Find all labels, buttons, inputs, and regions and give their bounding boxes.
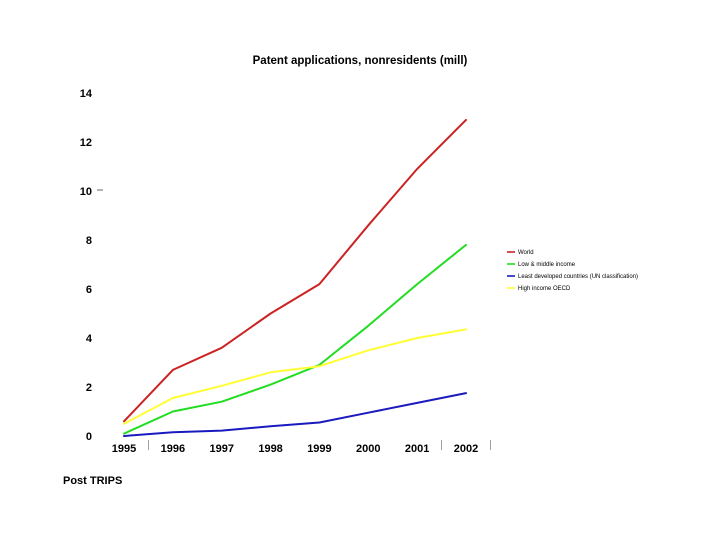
legend-label: High income OECD <box>518 286 571 292</box>
x-tick-label: 2002 <box>454 443 478 455</box>
legend-label: World <box>518 250 534 256</box>
chart-title: Patent applications, nonresidents (mill) <box>253 55 468 67</box>
x-tick-label: 1996 <box>161 443 185 455</box>
y-tick-label: 0 <box>86 431 92 443</box>
x-tick-label: 1997 <box>209 443 233 455</box>
post-trips-annotation: Post TRIPS <box>63 475 122 487</box>
x-tick-label: 2001 <box>405 443 429 455</box>
y-tick-label: 6 <box>86 284 92 296</box>
series-line <box>123 392 467 437</box>
x-axis-tick-marks <box>148 440 491 450</box>
y-tick-label: 4 <box>86 333 93 345</box>
y-tick-label: 12 <box>80 137 92 149</box>
series-lines <box>123 118 467 437</box>
x-tick-label: 2000 <box>356 443 380 455</box>
series-line <box>123 243 467 435</box>
x-tick-label: 1995 <box>112 443 136 455</box>
x-axis-tick-labels: 1995 1996 1997 1998 1999 2000 2001 2002 <box>112 443 479 455</box>
series-line <box>123 328 467 425</box>
y-tick-label: 10 <box>80 186 92 198</box>
series-line <box>123 118 467 423</box>
y-tick-label: 8 <box>86 235 92 247</box>
legend-label: Least developed countries (UN classifica… <box>518 274 638 280</box>
y-tick-label: 14 <box>80 88 93 100</box>
y-axis-tick-labels: 0 2 4 6 8 10 12 14 <box>80 88 93 443</box>
legend-label: Low & middle income <box>518 262 576 268</box>
legend: World Low & middle income Least developed … <box>507 250 638 292</box>
x-tick-label: 1999 <box>307 443 331 455</box>
x-tick-label: 1998 <box>258 443 282 455</box>
y-tick-label: 2 <box>86 382 92 394</box>
